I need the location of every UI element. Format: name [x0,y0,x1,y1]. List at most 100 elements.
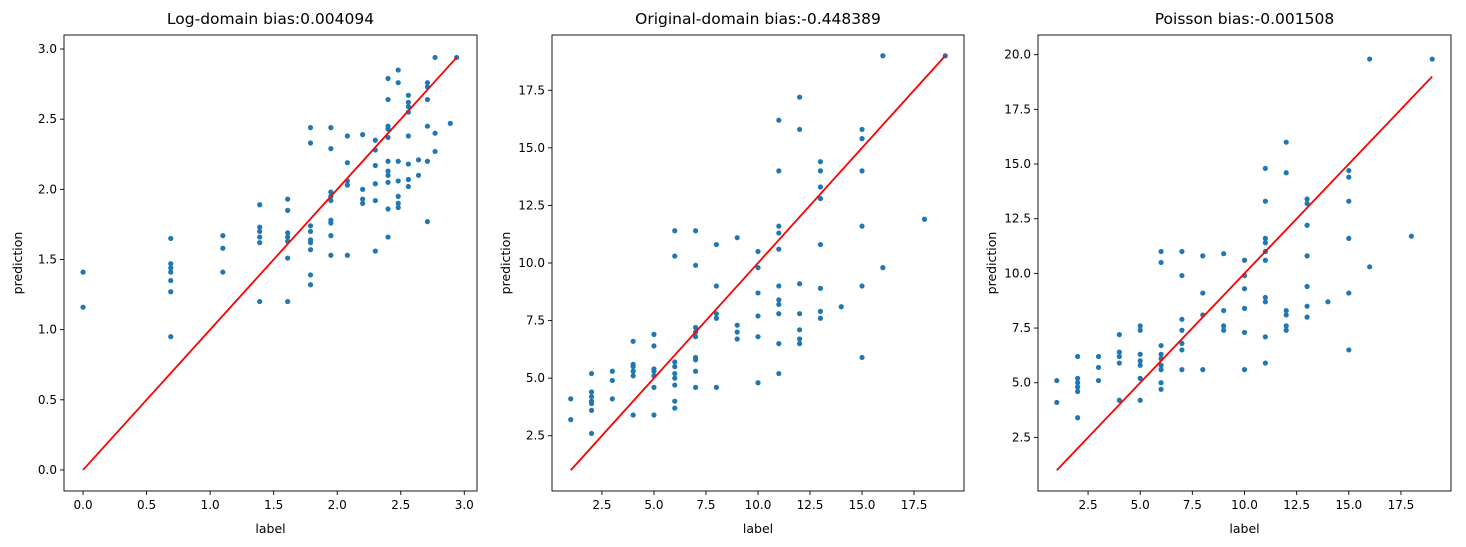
x-axis-label: label [255,521,285,536]
scatter-point [405,103,411,110]
scatter-point [1179,316,1185,322]
scatter-point [630,373,636,379]
scatter-point [307,282,314,288]
scatter-point [1116,349,1122,355]
scatter-point [328,197,334,204]
scatter-point [609,377,615,384]
scatter-point [1095,353,1102,360]
scatter-point [838,304,844,310]
scatter-point [1304,303,1310,309]
scatter-point [405,99,411,105]
scatter-point [630,412,636,418]
scatter-point [588,407,595,413]
scatter-point [1304,283,1310,290]
scatter-point [797,311,803,317]
scatter-point [1304,222,1310,228]
scatter-point [1075,375,1081,381]
scatter-point [859,136,865,142]
y-tick-label: 2.5 [38,112,57,126]
scatter-point [168,235,174,242]
scatter-point [285,298,291,305]
scatter-point [713,384,719,390]
scatter-point [395,193,401,199]
scatter-point [1075,384,1081,390]
scatter-point [257,224,263,230]
scatter-point [385,234,391,240]
scatter-point [734,329,740,335]
scatter-point [1054,399,1060,406]
scatter-point [1137,358,1143,364]
scatter-point [588,430,595,437]
scatter-point [1241,286,1248,292]
scatter-point [713,283,719,289]
scatter-point [651,412,657,418]
scatter-point [257,298,263,305]
scatter-point [651,343,657,349]
scatter-point [755,313,761,319]
scatter-point [1283,139,1289,145]
scatter-point [1367,264,1373,270]
y-tick-label: 17.5 [1004,102,1031,116]
identity-line [82,56,458,471]
y-tick-label: 5.0 [1012,376,1031,390]
x-tick-label: 10.0 [745,498,772,512]
scatter-point [1346,174,1352,180]
scatter-point [372,248,378,254]
y-tick-label: 12.5 [1004,212,1031,226]
scatter-point [776,341,782,347]
x-tick-label: 0.5 [137,498,156,512]
y-tick-label: 0.5 [38,393,57,407]
scatter-point [1304,200,1310,207]
y-axis-label: prediction [10,232,25,295]
scatter-point [424,96,431,103]
scatter-point [797,327,803,333]
scatter-point [385,126,391,132]
scatter-point [1241,329,1248,336]
scatter-point [672,375,678,381]
scatter-point [307,247,314,253]
scatter-point [755,265,761,271]
x-tick-label: 3.0 [455,498,474,512]
scatter-point [1158,380,1164,386]
scatter-point [1346,347,1352,353]
scatter-point [1158,386,1164,392]
scatter-point [328,146,334,152]
scatter-point [1262,198,1268,204]
scatter-point [385,158,391,164]
scatter-point [1346,198,1352,204]
scatter-point [168,277,174,284]
scatter-point [588,370,595,377]
scatter-point [220,245,226,251]
scatter-point [168,334,174,340]
scatter-point [372,137,378,143]
scatter-point [817,308,824,314]
scatter-point [817,168,824,174]
scatter-point [588,393,595,400]
scatter-point [1262,294,1268,301]
scatter-point [1116,360,1122,366]
scatter-point [1137,327,1143,333]
scatter-point [447,120,453,126]
scatter-point [432,54,438,61]
scatter-point [1283,307,1289,314]
scatter-point [424,123,431,129]
scatter-point [1158,362,1164,368]
scatter-point [568,396,574,402]
scatter-point [360,196,366,202]
scatter-point [734,336,740,342]
scatter-point [405,161,411,167]
scatter-point [1116,353,1122,360]
x-tick-label: 7.5 [696,498,715,512]
scatter-point [817,195,824,202]
scatter-point [1221,307,1227,314]
y-tick-label: 20.0 [1004,48,1031,62]
scatter-point [672,359,678,365]
scatter-point [672,382,678,388]
scatter-point [630,338,636,344]
scatter-point [1346,290,1352,296]
scatter-point [1283,170,1289,176]
scatter-point [1304,253,1310,259]
scatter-point [395,200,401,206]
scatter-point [1429,56,1435,62]
